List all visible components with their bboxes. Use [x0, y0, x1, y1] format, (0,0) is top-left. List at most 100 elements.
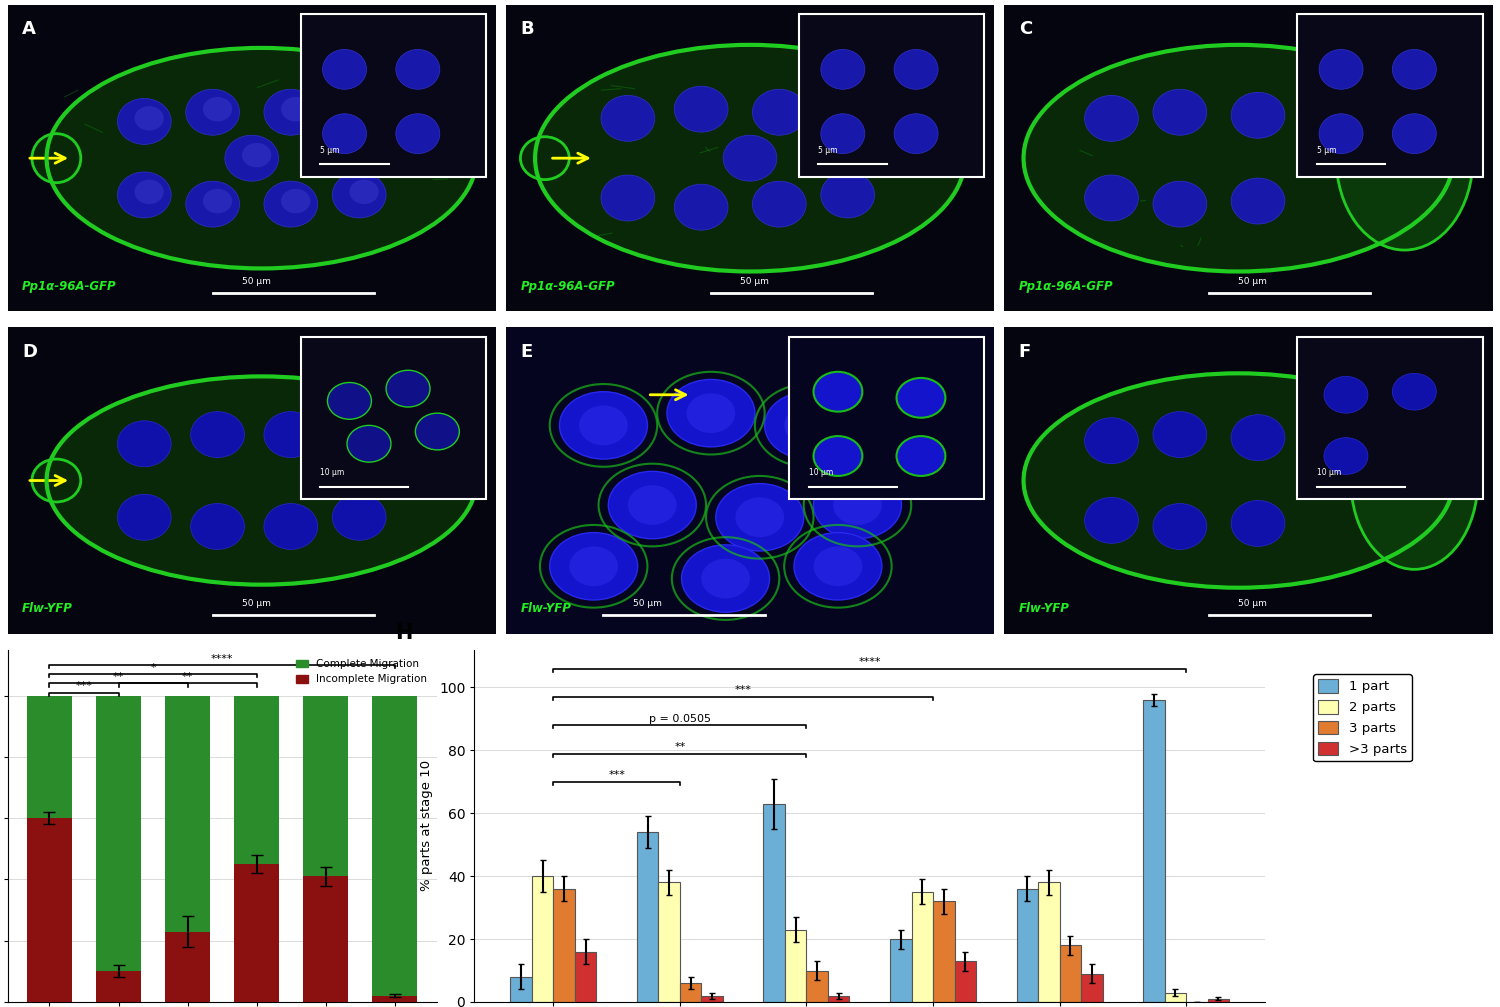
Ellipse shape: [117, 421, 171, 467]
Bar: [784, 929, 807, 1002]
Ellipse shape: [723, 135, 777, 181]
Ellipse shape: [871, 424, 921, 463]
Text: *: *: [150, 663, 156, 673]
Text: 10 μm: 10 μm: [808, 468, 832, 477]
Ellipse shape: [1232, 178, 1286, 224]
Ellipse shape: [784, 406, 832, 445]
Ellipse shape: [135, 179, 164, 204]
Bar: [828, 996, 849, 1002]
Bar: [789, 336, 984, 498]
Bar: [1143, 700, 1164, 1002]
Ellipse shape: [416, 413, 459, 450]
Ellipse shape: [333, 172, 386, 218]
Ellipse shape: [560, 392, 648, 459]
Bar: [800, 14, 984, 176]
Ellipse shape: [520, 137, 570, 179]
Ellipse shape: [536, 45, 964, 272]
Ellipse shape: [602, 96, 654, 141]
Text: B: B: [520, 20, 534, 38]
Ellipse shape: [821, 99, 874, 144]
Ellipse shape: [794, 533, 882, 600]
Ellipse shape: [190, 412, 244, 457]
Ellipse shape: [1154, 504, 1206, 550]
Ellipse shape: [1232, 93, 1286, 138]
Ellipse shape: [327, 383, 372, 419]
Ellipse shape: [135, 106, 164, 131]
Bar: [27, 819, 72, 1002]
Ellipse shape: [117, 494, 171, 540]
Ellipse shape: [1023, 374, 1454, 588]
Text: 50 μm: 50 μm: [1239, 599, 1268, 608]
Bar: [165, 931, 210, 1002]
Bar: [1298, 336, 1482, 498]
Ellipse shape: [894, 49, 938, 90]
Ellipse shape: [1084, 418, 1138, 463]
Ellipse shape: [1324, 438, 1368, 474]
Text: Pp1α-96A-GFP: Pp1α-96A-GFP: [1019, 280, 1113, 293]
Text: **: **: [112, 672, 125, 682]
Text: 50 μm: 50 μm: [242, 599, 272, 608]
Text: 5 μm: 5 μm: [1317, 146, 1336, 155]
Ellipse shape: [687, 394, 735, 433]
Text: 50 μm: 50 μm: [740, 277, 770, 286]
Ellipse shape: [264, 90, 318, 135]
Bar: [638, 832, 658, 1002]
Ellipse shape: [1392, 374, 1437, 410]
Text: Flw-YFP: Flw-YFP: [520, 602, 572, 615]
Bar: [658, 882, 680, 1002]
Ellipse shape: [350, 179, 378, 204]
Y-axis label: % parts at stage 10: % parts at stage 10: [420, 760, 434, 891]
Bar: [574, 952, 597, 1002]
Ellipse shape: [32, 459, 81, 501]
Ellipse shape: [1232, 415, 1286, 460]
Ellipse shape: [225, 135, 279, 181]
Bar: [764, 804, 784, 1002]
Ellipse shape: [396, 49, 439, 90]
Bar: [933, 901, 954, 1002]
Bar: [234, 864, 279, 1002]
Bar: [96, 696, 141, 1002]
Ellipse shape: [186, 90, 240, 135]
Ellipse shape: [264, 181, 318, 228]
Text: A: A: [22, 20, 36, 38]
Text: 10 μm: 10 μm: [1317, 468, 1341, 477]
Ellipse shape: [570, 547, 618, 586]
Bar: [532, 876, 554, 1002]
Ellipse shape: [346, 425, 392, 462]
Ellipse shape: [813, 372, 862, 412]
Ellipse shape: [1023, 45, 1454, 272]
Ellipse shape: [1084, 175, 1138, 221]
Text: D: D: [22, 342, 38, 361]
Bar: [1164, 993, 1186, 1002]
Ellipse shape: [735, 497, 784, 537]
Text: ***: ***: [608, 770, 625, 780]
Bar: [954, 961, 976, 1002]
Bar: [1038, 882, 1059, 1002]
Bar: [27, 696, 72, 1002]
Ellipse shape: [322, 49, 366, 90]
Ellipse shape: [681, 545, 770, 612]
Text: **: **: [675, 742, 686, 752]
Ellipse shape: [1232, 500, 1286, 547]
Ellipse shape: [350, 106, 378, 131]
Ellipse shape: [202, 188, 232, 213]
Ellipse shape: [396, 114, 439, 154]
Ellipse shape: [813, 436, 862, 476]
Bar: [702, 996, 723, 1002]
Ellipse shape: [322, 114, 366, 154]
Ellipse shape: [609, 471, 696, 539]
Legend: Complete Migration, Incomplete Migration: Complete Migration, Incomplete Migration: [291, 655, 432, 689]
Bar: [372, 996, 417, 1002]
Text: C: C: [1019, 20, 1032, 38]
Ellipse shape: [821, 49, 866, 90]
Text: ***: ***: [75, 681, 93, 691]
Text: 50 μm: 50 μm: [242, 277, 272, 286]
Ellipse shape: [333, 421, 386, 467]
Bar: [234, 696, 279, 1002]
Ellipse shape: [700, 559, 750, 598]
Ellipse shape: [1084, 96, 1138, 141]
Ellipse shape: [280, 188, 310, 213]
Ellipse shape: [668, 380, 754, 447]
Ellipse shape: [833, 485, 882, 525]
Ellipse shape: [386, 371, 430, 407]
